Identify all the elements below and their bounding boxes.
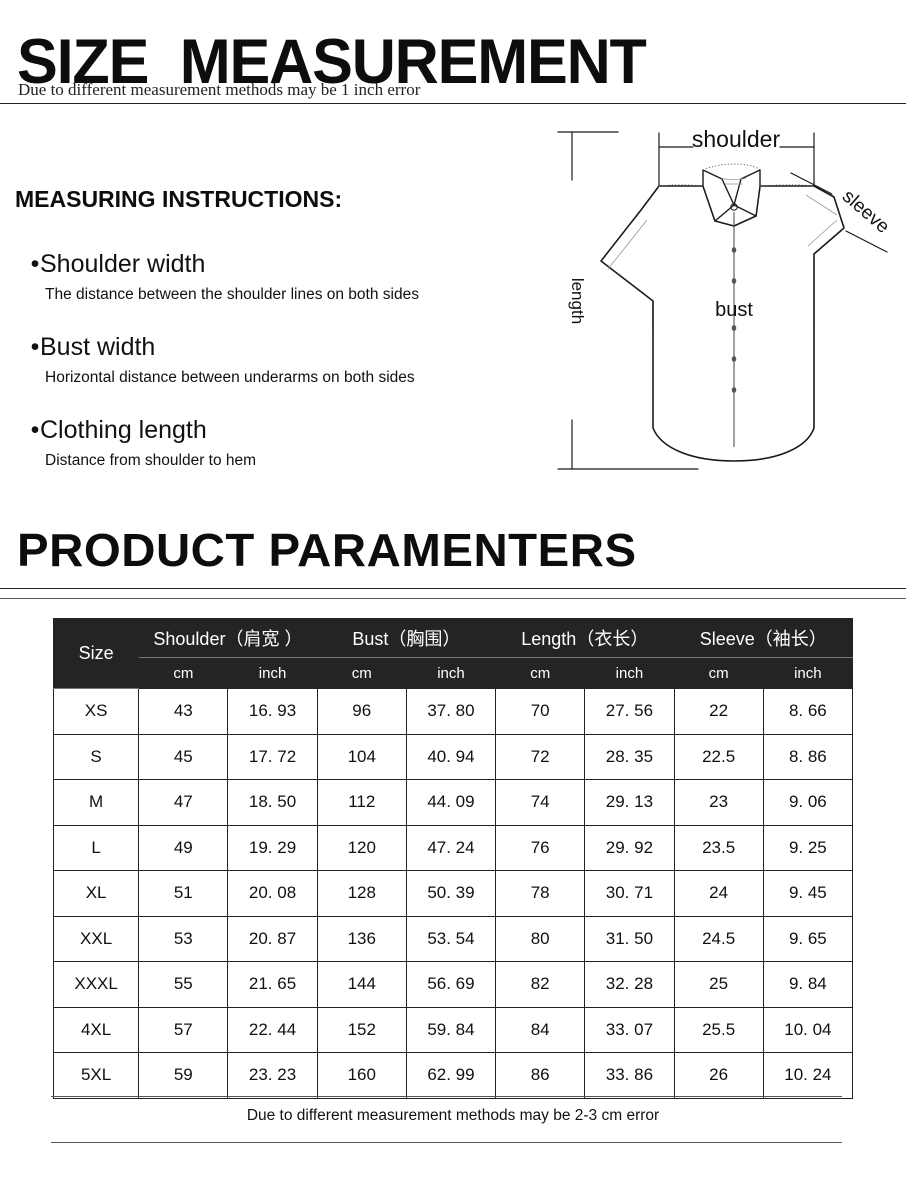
svg-text:sleeve: sleeve bbox=[838, 186, 893, 238]
svg-text:bust: bust bbox=[715, 299, 753, 321]
svg-text:shoulder: shoulder bbox=[692, 128, 781, 152]
svg-text:length: length bbox=[568, 278, 587, 324]
